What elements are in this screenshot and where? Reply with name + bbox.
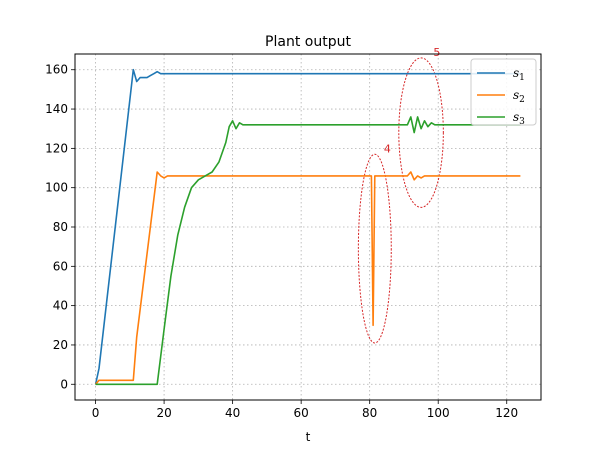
x-axis-label: t bbox=[306, 430, 311, 444]
annotation-label-5: 5 bbox=[433, 46, 440, 59]
y-tick-label: 120 bbox=[45, 141, 68, 155]
x-tick-label: 20 bbox=[156, 406, 171, 420]
annotation-label-4: 4 bbox=[384, 142, 391, 155]
annotation-ellipse-4 bbox=[357, 153, 392, 344]
y-tick-label: 80 bbox=[53, 220, 68, 234]
y-tick-label: 0 bbox=[60, 377, 68, 391]
legend-label-name: s bbox=[513, 66, 519, 80]
y-tick-label: 140 bbox=[45, 102, 68, 116]
grid-lines bbox=[75, 54, 541, 400]
y-axis-ticks: 0 20 40 60 80 100 120 140 160 bbox=[45, 63, 75, 391]
x-tick-label: 100 bbox=[427, 406, 450, 420]
x-tick-label: 120 bbox=[495, 406, 518, 420]
series-layer bbox=[94, 68, 521, 386]
legend-label-name: s bbox=[513, 88, 519, 102]
legend-label-subscript: 2 bbox=[519, 95, 525, 105]
series-line-s3 bbox=[95, 116, 521, 386]
y-tick-label: 100 bbox=[45, 181, 68, 195]
annotation-layer: 45 bbox=[357, 46, 444, 344]
legend-label-name: s bbox=[513, 110, 519, 124]
x-tick-label: 40 bbox=[225, 406, 240, 420]
legend-label-s3: s3 bbox=[513, 110, 525, 127]
y-tick-label: 60 bbox=[53, 259, 68, 273]
legend-box bbox=[470, 58, 537, 126]
series-line-s1 bbox=[94, 68, 521, 385]
x-axis-ticks: 0 20 40 60 80 100 120 bbox=[92, 400, 518, 420]
y-tick-label: 20 bbox=[53, 338, 68, 352]
x-tick-label: 80 bbox=[362, 406, 377, 420]
y-tick-label: 40 bbox=[53, 299, 68, 313]
legend-label-s1: s1 bbox=[513, 66, 525, 83]
y-tick-label: 160 bbox=[45, 63, 68, 77]
chart-title: Plant output bbox=[265, 34, 351, 50]
x-tick-label: 0 bbox=[92, 406, 100, 420]
annotation-ellipse-5 bbox=[398, 57, 444, 208]
legend-label-subscript: 1 bbox=[519, 73, 525, 83]
series-line-s2 bbox=[94, 171, 521, 385]
legend-label-s2: s2 bbox=[513, 88, 525, 105]
legend-label-subscript: 3 bbox=[519, 117, 525, 127]
x-tick-label: 60 bbox=[294, 406, 309, 420]
